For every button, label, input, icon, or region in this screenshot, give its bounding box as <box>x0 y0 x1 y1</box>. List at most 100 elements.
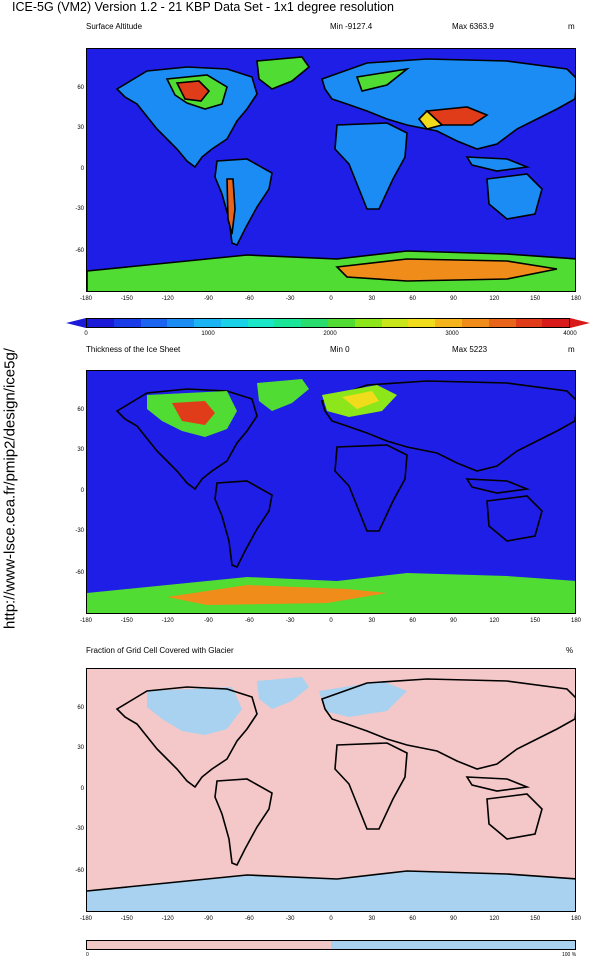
antarctica-peak <box>335 258 558 282</box>
south-america-coast <box>214 480 273 569</box>
cb-label-1000: 1000 <box>201 331 215 337</box>
laurentide-glacier <box>147 687 242 735</box>
north-america-coast <box>115 686 258 789</box>
xtick-label: 90 <box>450 916 457 922</box>
south-america-coast <box>214 778 273 867</box>
xtick-label: 180 <box>570 916 581 922</box>
xtick-label: -120 <box>161 296 174 302</box>
glacier-colorbar-segment <box>87 941 331 949</box>
glacier-fraction-map <box>86 668 576 912</box>
p1-ytick-0: 0 <box>80 166 84 172</box>
xtick-label: -150 <box>120 618 133 624</box>
greenland <box>256 56 311 90</box>
xtick-label: 60 <box>409 618 416 624</box>
xtick-label: 150 <box>530 916 541 922</box>
colorbar-high-arrow <box>570 318 590 328</box>
eurasia-coast <box>321 380 575 472</box>
xtick-label: -180 <box>79 296 92 302</box>
coastlines <box>87 678 575 892</box>
xtick-label: -90 <box>204 618 213 624</box>
colorbar <box>86 318 570 328</box>
colorbar-segment <box>381 319 409 327</box>
xtick-label: 30 <box>368 618 376 624</box>
colorbar-low-arrow <box>66 318 86 328</box>
colorbar-segment <box>194 319 221 327</box>
cb-label-2000: 2000 <box>323 331 337 337</box>
eurasia-highlands <box>355 67 410 92</box>
australia <box>486 173 543 220</box>
cb-label-0: 0 <box>84 331 88 337</box>
p3-ytick-30: 30 <box>77 745 84 751</box>
xtick-label: 150 <box>530 618 541 624</box>
colorbar-segment <box>461 319 489 327</box>
panel1-unit: m <box>568 22 575 31</box>
page-title: ICE-5G (VM2) Version 1.2 - 21 KBP Data S… <box>12 0 394 14</box>
panel1-max: Max 6363.9 <box>452 22 494 31</box>
australia-coast <box>486 495 543 542</box>
p3-ytick-m60: -60 <box>75 868 84 874</box>
colorbar-segment <box>354 319 382 327</box>
na-ice-peak <box>175 80 211 102</box>
xtick-label: 30 <box>368 916 376 922</box>
colorbar-segment <box>167 319 195 327</box>
xtick-label: -30 <box>285 916 295 922</box>
panel1-min: Min -9127.4 <box>330 22 373 31</box>
colorbar-segment <box>435 319 462 327</box>
colorbar-segment <box>113 319 141 327</box>
p2-ytick-m30: -30 <box>75 528 84 534</box>
colorbar-segment <box>274 319 302 327</box>
p3-ytick-60: 60 <box>77 705 84 711</box>
p2-ytick-30: 30 <box>77 447 84 453</box>
africa-coast <box>334 444 408 532</box>
xtick-label: 60 <box>409 296 416 302</box>
colorbar-segment <box>247 319 275 327</box>
tibet-rim <box>417 109 444 130</box>
glacier-colorbar <box>86 940 576 950</box>
xtick-label: -120 <box>161 618 174 624</box>
eurasia-coast <box>321 678 575 770</box>
andes <box>226 178 236 235</box>
xtick-label: 60 <box>409 916 416 922</box>
xtick-label: 0 <box>329 916 333 922</box>
cb2-label-100: 100 % <box>562 952 577 958</box>
panel2-unit: m <box>568 345 575 354</box>
xtick-label: -90 <box>204 916 213 922</box>
colorbar-segment <box>87 319 114 327</box>
source-url-label: http://www-lsce.cea.fr/pmip2/design/ice5… <box>1 348 19 629</box>
africa <box>334 122 408 210</box>
p1-ytick-60: 60 <box>77 85 84 91</box>
xtick-label: -60 <box>244 916 254 922</box>
p2-ytick-m60: -60 <box>75 570 84 576</box>
surface-altitude-map <box>86 48 576 292</box>
laurentide-core <box>172 401 215 425</box>
xtick-label: 180 <box>570 618 581 624</box>
antarctic-core <box>167 585 387 605</box>
colorbar-segment <box>301 319 329 327</box>
indonesia-coast <box>465 776 531 792</box>
glacier-fraction-svg <box>87 669 575 911</box>
xtick-label: 30 <box>368 296 376 302</box>
north-america-coast <box>115 388 258 491</box>
cb2-label-0: 0 <box>86 952 89 958</box>
p1-ytick-30: 30 <box>77 125 84 131</box>
cb-label-3000: 3000 <box>445 331 459 337</box>
panel3-unit: % <box>566 646 574 655</box>
xtick-label: 90 <box>450 618 457 624</box>
p3-ytick-0: 0 <box>80 786 84 792</box>
xtick-label: 0 <box>329 618 333 624</box>
colorbar-segment <box>220 319 248 327</box>
surface-altitude-svg <box>87 49 575 291</box>
indonesia <box>465 156 531 172</box>
xtick-label: -180 <box>79 618 92 624</box>
colorbar-segment <box>488 319 516 327</box>
p1-ytick-m30: -30 <box>75 206 84 212</box>
land-masses <box>87 56 575 291</box>
xtick-label: 120 <box>489 618 500 624</box>
ice-sheets <box>87 379 575 613</box>
colorbar-segment <box>328 319 355 327</box>
antarctica-coast <box>87 870 575 892</box>
australia-coast <box>486 793 543 840</box>
africa-coast <box>334 742 408 830</box>
ice-thickness-svg <box>87 371 575 613</box>
glacier-colorbar-segment <box>331 941 575 949</box>
